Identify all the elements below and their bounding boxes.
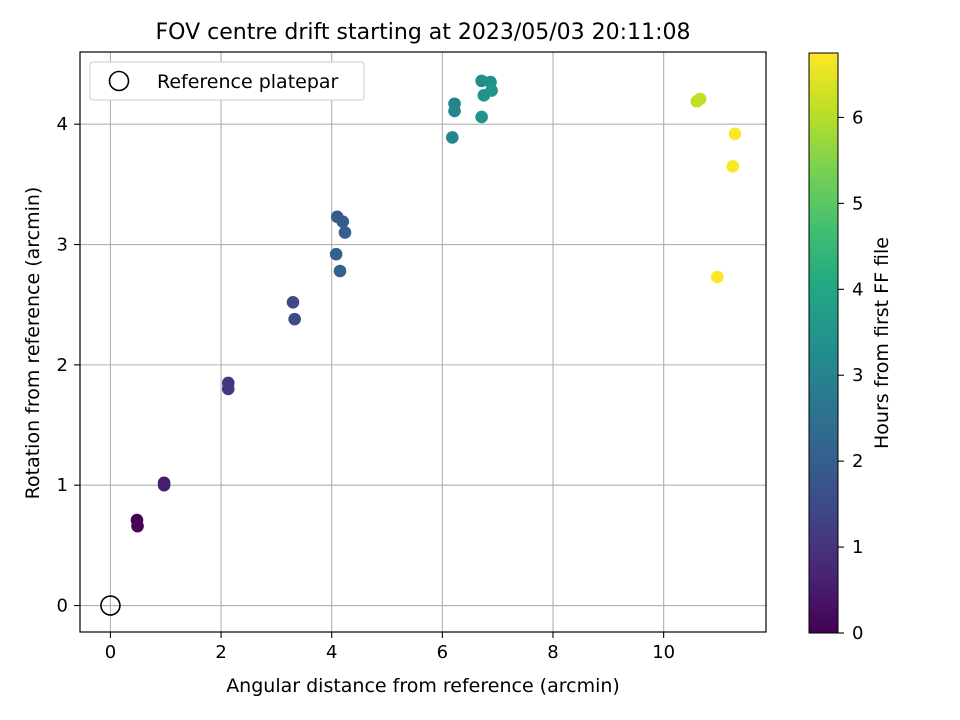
legend-label: Reference platepar bbox=[157, 71, 339, 93]
scatter-point bbox=[157, 478, 171, 492]
y-axis-label: Rotation from reference (arcmin) bbox=[22, 187, 44, 500]
scatter-point bbox=[448, 104, 461, 118]
colorbar-tick-label: 0 bbox=[852, 623, 863, 644]
legend: Reference platepar bbox=[89, 61, 365, 101]
colorbar-gradient bbox=[808, 52, 839, 634]
x-tick-label: 6 bbox=[437, 642, 448, 663]
y-tick-label: 2 bbox=[57, 355, 68, 376]
x-tick-label: 8 bbox=[547, 642, 558, 663]
legend-box bbox=[89, 61, 365, 101]
x-axis-ticks: 0 2 4 6 8 10 bbox=[105, 632, 675, 663]
scatter-point bbox=[286, 295, 300, 309]
scatter-point bbox=[693, 92, 707, 106]
colorbar-tick-label: 3 bbox=[852, 365, 863, 386]
scatter-point bbox=[131, 519, 144, 533]
x-tick-label: 0 bbox=[105, 642, 116, 663]
scatter-points bbox=[100, 74, 742, 616]
scatter-point bbox=[728, 127, 742, 141]
colorbar-tick-label: 2 bbox=[852, 451, 863, 472]
scatter-point bbox=[711, 270, 724, 284]
grid-lines bbox=[80, 52, 766, 632]
scatter-point bbox=[333, 264, 347, 278]
plot-area-frame bbox=[79, 51, 767, 633]
colorbar-tick-label: 5 bbox=[852, 193, 863, 214]
colorbar-ticks: 0 1 2 3 4 5 6 bbox=[838, 107, 863, 644]
colorbar-label: Hours from first FF file bbox=[871, 237, 893, 449]
scatter-point bbox=[485, 84, 498, 97]
y-tick-label: 3 bbox=[57, 235, 68, 256]
x-tick-label: 4 bbox=[326, 642, 337, 663]
legend-marker-open-circle bbox=[108, 70, 130, 92]
scatter-point bbox=[338, 226, 352, 239]
scatter-point bbox=[475, 110, 488, 124]
y-tick-label: 0 bbox=[57, 596, 68, 617]
colorbar-tick-label: 4 bbox=[852, 279, 863, 300]
x-tick-label: 2 bbox=[215, 642, 226, 663]
y-tick-label: 1 bbox=[57, 475, 68, 496]
colorbar-tick-label: 1 bbox=[852, 537, 863, 558]
scatter-point bbox=[446, 131, 459, 144]
y-tick-label: 4 bbox=[57, 114, 68, 135]
colorbar: 0 1 2 3 4 5 6 Hours from first FF file bbox=[808, 52, 893, 644]
scatter-point bbox=[336, 215, 350, 228]
chart-title: FOV centre drift starting at 2023/05/03 … bbox=[156, 20, 691, 45]
colorbar-tick-label: 6 bbox=[852, 107, 863, 128]
x-tick-label: 10 bbox=[652, 642, 675, 663]
y-axis-ticks: 0 1 2 3 4 bbox=[57, 114, 80, 617]
x-axis-label: Angular distance from reference (arcmin) bbox=[226, 675, 620, 697]
scatter-point bbox=[726, 160, 740, 173]
reference-platepar-point bbox=[100, 595, 121, 616]
scatter-point bbox=[288, 312, 301, 326]
scatter-point bbox=[329, 247, 343, 261]
scatter-point bbox=[221, 382, 235, 396]
